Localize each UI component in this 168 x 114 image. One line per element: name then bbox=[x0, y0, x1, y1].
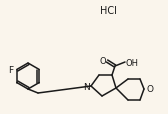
Text: HCl: HCl bbox=[100, 6, 116, 16]
Text: O: O bbox=[100, 57, 106, 66]
Text: F: F bbox=[8, 65, 13, 74]
Text: N: N bbox=[84, 83, 90, 92]
Text: O: O bbox=[146, 85, 154, 94]
Text: OH: OH bbox=[125, 58, 138, 67]
